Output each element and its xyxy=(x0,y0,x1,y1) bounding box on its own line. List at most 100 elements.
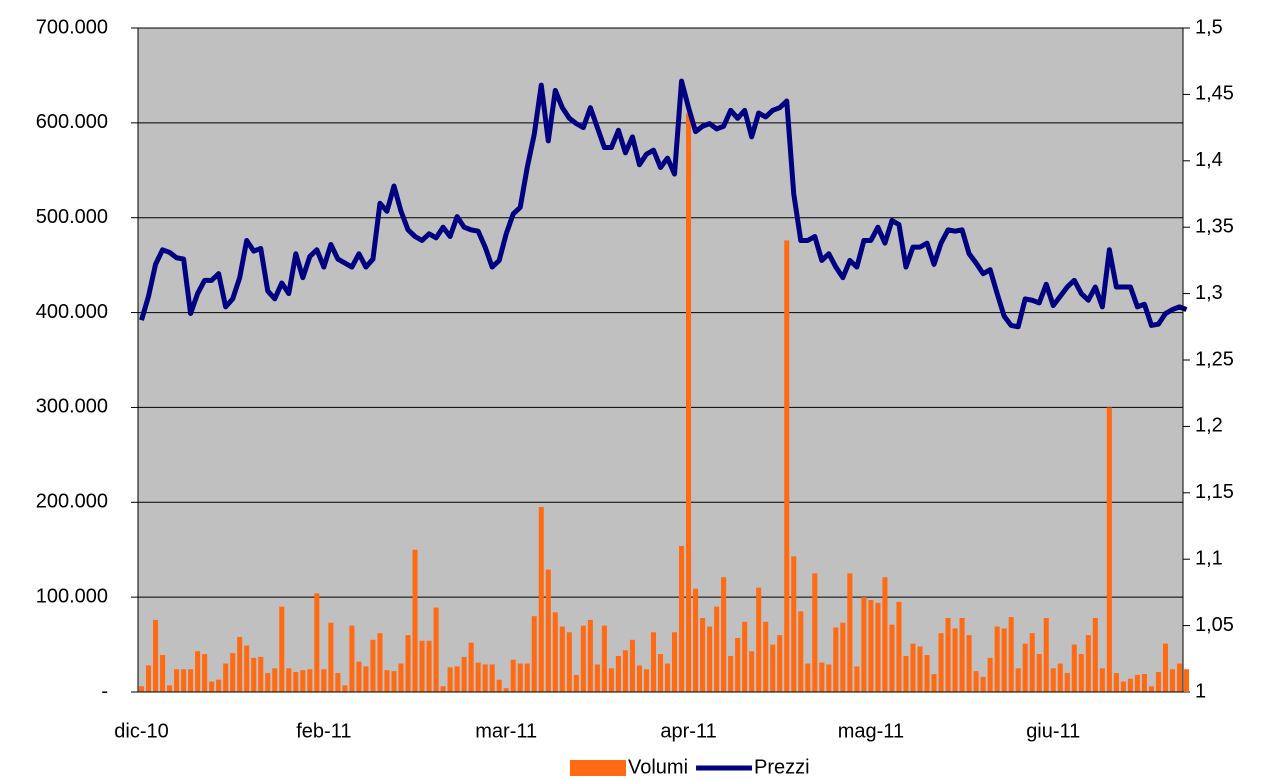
bar xyxy=(608,668,614,692)
bar xyxy=(188,669,194,692)
y-tick-label: 500.000 xyxy=(36,206,108,228)
x-tick-label: dic-10 xyxy=(114,720,168,742)
bar xyxy=(258,656,264,692)
y2-tick-label: 1 xyxy=(1195,680,1206,702)
bar xyxy=(903,655,909,692)
bar xyxy=(363,666,369,692)
y2-tick-label: 1,1 xyxy=(1195,547,1223,569)
y2-tick-label: 1,25 xyxy=(1195,348,1234,370)
bar xyxy=(391,671,397,692)
bar xyxy=(447,667,453,692)
bar xyxy=(552,612,558,692)
bar xyxy=(566,632,572,692)
bar xyxy=(910,643,916,692)
bar xyxy=(826,664,832,692)
bar xyxy=(1099,668,1105,692)
x-tick-label: feb-11 xyxy=(296,720,351,742)
bar xyxy=(145,665,152,692)
bar xyxy=(356,661,362,692)
bar xyxy=(1008,617,1014,692)
bar xyxy=(482,664,488,692)
bar xyxy=(770,644,776,692)
bar xyxy=(517,663,523,692)
bar xyxy=(293,672,299,692)
bar xyxy=(209,681,215,692)
bar xyxy=(272,668,278,692)
legend-label: Volumi xyxy=(628,756,688,778)
bar xyxy=(672,632,678,692)
bar xyxy=(1085,635,1091,692)
legend-swatch xyxy=(570,760,626,776)
bar xyxy=(223,663,229,692)
bar xyxy=(1057,663,1063,692)
bar xyxy=(531,616,537,692)
bar xyxy=(1015,668,1021,692)
bar xyxy=(475,662,481,692)
bar xyxy=(489,664,495,692)
bar xyxy=(370,639,376,692)
bar xyxy=(1134,674,1140,692)
bar xyxy=(650,632,657,692)
bar xyxy=(636,665,642,692)
bar xyxy=(1036,654,1042,692)
bar xyxy=(1064,673,1070,692)
bar xyxy=(980,676,986,692)
bar xyxy=(594,664,600,692)
bar xyxy=(153,619,159,692)
y2-tick-label: 1,05 xyxy=(1195,614,1234,636)
bar xyxy=(202,654,208,692)
bar xyxy=(643,669,649,692)
bar xyxy=(195,651,201,692)
bar xyxy=(265,673,271,692)
bar xyxy=(945,618,951,692)
y2-tick-label: 1,45 xyxy=(1195,83,1234,105)
bar xyxy=(1001,628,1007,692)
bar xyxy=(791,556,797,692)
bar xyxy=(798,611,804,692)
bar xyxy=(440,686,446,692)
bar xyxy=(924,655,930,692)
bar xyxy=(714,606,720,692)
bar xyxy=(784,240,790,693)
bar xyxy=(167,685,173,692)
bar xyxy=(314,593,320,692)
bar xyxy=(868,599,874,692)
y2-tick-label: 1,4 xyxy=(1195,149,1223,171)
bar xyxy=(559,626,565,692)
bar xyxy=(1141,673,1147,692)
bar xyxy=(657,654,664,692)
bar xyxy=(917,646,923,692)
y-tick-label: 600.000 xyxy=(36,111,108,133)
bar xyxy=(461,656,467,692)
bar xyxy=(174,669,180,692)
bar xyxy=(875,602,881,692)
bar xyxy=(1029,633,1035,692)
bar xyxy=(587,619,593,692)
bar xyxy=(847,573,853,692)
bar xyxy=(1155,672,1161,692)
x-tick-label: giu-11 xyxy=(1026,720,1080,742)
bar xyxy=(419,640,425,692)
bar xyxy=(994,626,1000,692)
x-tick-label: mar-11 xyxy=(475,720,537,742)
bar xyxy=(679,545,685,692)
bar xyxy=(524,663,530,692)
bar xyxy=(686,113,692,692)
x-tick-label: apr-11 xyxy=(660,720,716,742)
bar xyxy=(1106,407,1112,692)
bar xyxy=(237,636,243,692)
bar xyxy=(398,663,404,692)
bar xyxy=(433,607,439,692)
bar xyxy=(412,549,418,692)
bar xyxy=(216,679,222,692)
bar xyxy=(1043,618,1049,692)
bar xyxy=(861,597,867,692)
y-tick-label: 200.000 xyxy=(36,491,108,513)
line xyxy=(139,78,1188,330)
bar xyxy=(959,618,965,692)
bar xyxy=(496,679,502,692)
bar xyxy=(503,688,509,692)
bar xyxy=(160,655,166,692)
bar xyxy=(1113,673,1119,692)
bar xyxy=(728,655,734,692)
